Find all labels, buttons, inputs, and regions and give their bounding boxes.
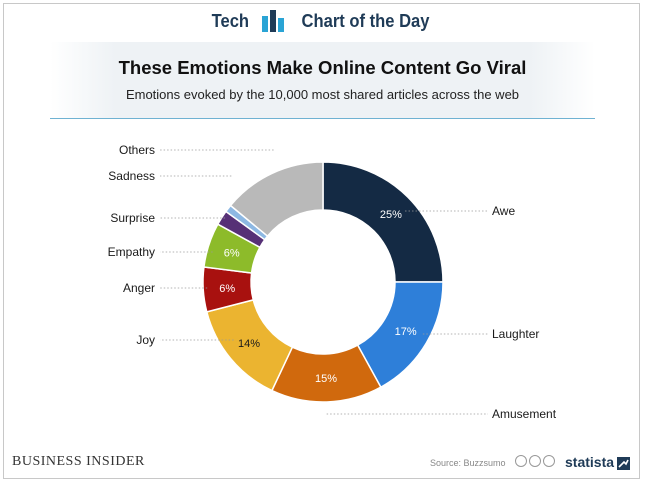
- category-label-joy: Joy: [136, 333, 155, 347]
- category-label-laughter: Laughter: [492, 327, 539, 341]
- category-label-sadness: Sadness: [108, 169, 155, 183]
- category-label-awe: Awe: [492, 204, 515, 218]
- bar-chart-logo-icon: [262, 10, 285, 32]
- chart-subtitle: Emotions evoked by the 10,000 most share…: [125, 87, 520, 102]
- brand-tech-label: Tech: [211, 10, 249, 31]
- chart-title: These Emotions Make Online Content Go Vi…: [118, 57, 527, 78]
- value-label-laughter: 17%: [395, 326, 417, 338]
- no-derivatives-icon: [543, 455, 555, 467]
- source-note: Source: Buzzsumo: [430, 458, 506, 468]
- publisher-logo: Business Insider: [12, 454, 145, 469]
- category-label-surprise: Surprise: [110, 211, 155, 225]
- header-band: These Emotions Make Online Content Go Vi…: [50, 42, 595, 119]
- value-label-joy: 14%: [238, 338, 260, 350]
- value-label-empathy: 6%: [224, 247, 240, 259]
- brand-chart-of-the-day-label: Chart of the Day: [301, 10, 430, 31]
- value-label-anger: 6%: [219, 283, 235, 295]
- statista-logo: statista: [565, 454, 615, 470]
- category-label-others: Others: [119, 143, 155, 157]
- top-branding: Tech Chart of the Day: [0, 0, 645, 42]
- attribution-icon: [529, 455, 541, 467]
- slice-others: [229, 161, 324, 238]
- license-icons: [515, 455, 555, 467]
- creative-commons-icon: [515, 455, 527, 467]
- value-label-amusement: 15%: [315, 373, 337, 385]
- category-label-anger: Anger: [123, 281, 155, 295]
- value-label-awe: 25%: [380, 209, 402, 221]
- slice-awe: [322, 161, 444, 283]
- statista-mark-icon: [617, 457, 630, 470]
- category-label-amusement: Amusement: [492, 407, 557, 421]
- category-label-empathy: Empathy: [108, 245, 155, 259]
